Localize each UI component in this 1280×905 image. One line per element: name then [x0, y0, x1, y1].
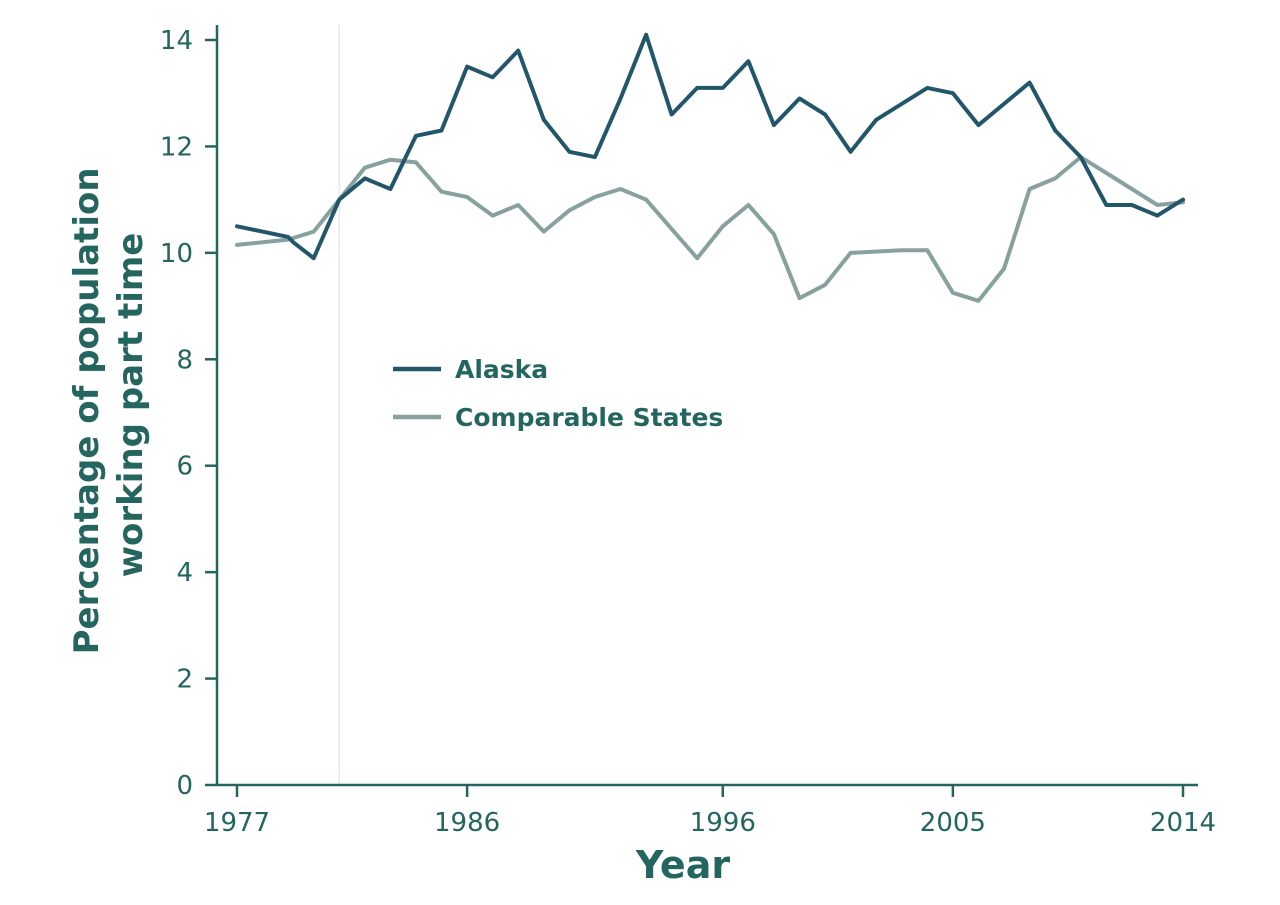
- x-tick-label: 1996: [690, 808, 756, 838]
- y-axis-title: Percentage of population working part ti…: [67, 156, 151, 655]
- x-tick-label: 2014: [1150, 808, 1216, 838]
- y-tick-label: 0: [176, 771, 193, 801]
- x-axis-title: Year: [635, 843, 730, 887]
- legend-label-alaska: Alaska: [455, 355, 548, 384]
- series-line-comparable-states: [235, 155, 1185, 303]
- y-tick-label: 10: [160, 239, 193, 269]
- y-tick-label: 2: [176, 665, 193, 695]
- x-tick-label: 1977: [204, 808, 270, 838]
- y-axis-title-line-2: working part time: [111, 233, 151, 578]
- x-tick-label: 2005: [920, 808, 986, 838]
- x-tick-label: 1986: [434, 808, 500, 838]
- series-line-alaska: [235, 32, 1185, 261]
- y-tick-label: 12: [160, 132, 193, 162]
- y-tick-label: 14: [160, 26, 193, 56]
- y-tick-label: 8: [176, 345, 193, 375]
- y-axis-title-line-1: Percentage of population: [67, 167, 107, 654]
- legend: Alaska Comparable States: [393, 355, 723, 432]
- legend-label-comparable-states: Comparable States: [455, 403, 723, 432]
- y-tick-label: 6: [176, 452, 193, 482]
- axes: 0 2 4 6 8 10 12 14 1977 1986 1996 2005 2014: [160, 25, 1216, 838]
- plot-area: [235, 25, 1185, 785]
- y-tick-label: 4: [176, 558, 193, 588]
